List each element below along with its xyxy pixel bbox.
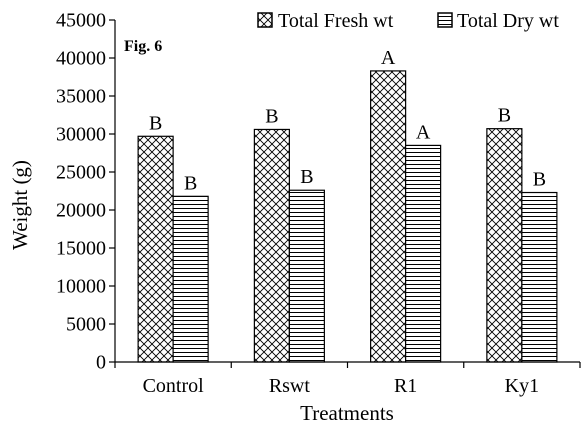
y-tick-label: 10000: [56, 276, 106, 298]
bar-data-label: B: [184, 172, 197, 194]
bar-data-label: B: [149, 112, 162, 134]
y-axis-ticks: 0 5000 10000 15000 20000 25000 30000 35000 40000…: [56, 10, 115, 374]
bar-fresh-ky1: [486, 128, 523, 363]
bar-data-label: B: [533, 169, 546, 191]
bar-data-label: B: [265, 105, 278, 127]
bar-dry-rswt: [288, 189, 325, 363]
y-tick-label: 35000: [56, 86, 106, 108]
legend-swatch-dry: [437, 12, 453, 28]
y-tick-label: 15000: [56, 238, 106, 260]
x-axis-ticks: Control Rswt R1 Ky1: [114, 362, 581, 397]
y-tick-label: 0: [96, 352, 106, 374]
bar-dry-ky1: [521, 191, 558, 363]
legend-swatch-fresh: [257, 12, 273, 28]
bar-fresh-rswt: [253, 128, 290, 363]
y-tick-label: 5000: [66, 314, 106, 336]
legend: Total Fresh wt Total Dry wt: [257, 10, 559, 32]
y-axis-title: Weight (g): [8, 160, 32, 250]
bar-fresh-r1: [370, 70, 407, 363]
y-tick-label: 45000: [56, 10, 106, 32]
bar-data-label: B: [498, 105, 511, 127]
bar-data-label: B: [300, 166, 313, 188]
y-tick-label: 20000: [56, 200, 106, 222]
bar-data-label: A: [416, 121, 431, 143]
bar-data-label: A: [381, 47, 396, 69]
bar-dry-r1: [405, 144, 442, 363]
bar-dry-control: [172, 195, 209, 363]
legend-label-fresh: Total Fresh wt: [278, 10, 394, 32]
y-tick-label: 25000: [56, 162, 106, 184]
x-axis-title: Treatments: [300, 401, 394, 424]
x-tick-label: Ky1: [505, 375, 539, 397]
y-tick-label: 30000: [56, 124, 106, 146]
x-tick-label: Control: [143, 375, 205, 397]
x-tick-label: Rswt: [269, 375, 311, 397]
bars: [137, 70, 558, 363]
x-tick-label: R1: [394, 375, 417, 397]
bar-significance-labels: B B B B A A B B: [149, 47, 546, 194]
legend-label-dry: Total Dry wt: [457, 10, 559, 32]
y-tick-label: 40000: [56, 48, 106, 70]
figure-label: Fig. 6: [124, 38, 162, 55]
bar-fresh-control: [137, 135, 174, 363]
